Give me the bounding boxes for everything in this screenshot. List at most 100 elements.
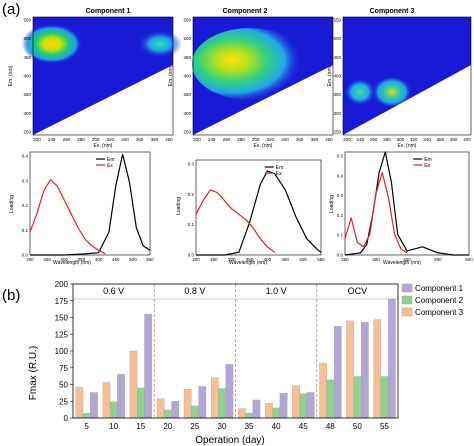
- contour-ytick-label: 300: [333, 111, 341, 116]
- spectra-ytick-label: 0.5: [337, 154, 344, 159]
- bar-xtick-label: 5: [84, 422, 89, 431]
- em-spectrum-line: [196, 170, 322, 256]
- contour-ytick-label: 550: [23, 18, 31, 23]
- bar-component-2: [164, 409, 172, 419]
- contour-plot-2: Component 2 550 500 450 400 350 300 250 220 240…: [168, 8, 334, 149]
- spectra-legend-label: Em: [107, 157, 115, 163]
- bar-ytick-label: 150: [55, 314, 69, 323]
- em-spectrum-line: [344, 151, 469, 256]
- contour-ytick-label: 250: [333, 130, 341, 135]
- contour-mask-3: [343, 65, 471, 135]
- contour-xtick-label: 300: [252, 137, 260, 142]
- contour-ytick-label: 300: [183, 111, 191, 116]
- spectra-xlabel-3: Wavelength (nm): [383, 260, 421, 266]
- contour-peak-3a: [372, 76, 412, 108]
- contour-xtick-label: 380: [311, 137, 319, 142]
- bar-component-2: [245, 413, 253, 419]
- spectra-ytick-label: 0.1: [337, 233, 344, 238]
- spectra-ytick-label: 0.2: [337, 213, 344, 218]
- spectra-ytick-label: 0.0: [22, 253, 29, 258]
- bar-xtick-label: 35: [245, 422, 254, 431]
- contour-xtick-label: 260: [370, 137, 378, 142]
- contour-title-1: Component 1: [86, 8, 131, 15]
- ex-spectrum-line: [29, 178, 106, 255]
- spectra-ytick-label: 0.1: [188, 222, 195, 227]
- bar-xtick-label: 55: [380, 422, 389, 431]
- spectra-xtick-label: 200: [341, 257, 349, 262]
- bar-xtick-label: 25: [190, 422, 199, 431]
- bar-component-2: [82, 413, 91, 419]
- bar-component-3: [292, 385, 300, 419]
- spectra-xtick-label: 500: [299, 257, 307, 262]
- contour-xtick-label: 300: [92, 137, 100, 142]
- spectra-legend-label: Ex: [424, 163, 430, 169]
- contour-ytick-label: 550: [183, 18, 191, 23]
- spectra-ytick-label: 0.4: [337, 173, 344, 178]
- bar-component-3: [210, 377, 219, 419]
- bar-component-1: [306, 392, 315, 419]
- bar-component-3: [75, 387, 84, 419]
- bar-component-2: [218, 388, 226, 419]
- contour-ytick-label: 350: [23, 92, 31, 97]
- contour-mask-1: [33, 65, 173, 135]
- bar-component-1: [171, 401, 180, 419]
- bar-legend-label: Component 1: [415, 284, 464, 293]
- spectra-xtick-label: 250: [210, 257, 218, 262]
- bar-legend-swatch: [401, 295, 413, 305]
- ex-spectrum-line: [344, 172, 408, 254]
- spectra-frame: [29, 151, 151, 256]
- spectra-ytick-label: 0.2: [188, 192, 195, 197]
- contour-ytick-label: 500: [183, 36, 191, 41]
- contour-xlabel-2: Ex. (nm): [254, 143, 273, 149]
- bar-component-2: [353, 376, 362, 419]
- contour-plot-3: Component 3 550 500 450 400 350 300 250 220 240…: [327, 8, 472, 149]
- bar-legend-label: Component 3: [415, 308, 464, 317]
- bar-component-2: [137, 387, 145, 419]
- contour-xlabel-3: Ex. (nm): [398, 143, 417, 149]
- contour-ytick-label: 300: [23, 111, 31, 116]
- bar-ytick-label: 100: [55, 347, 69, 356]
- contour-xtick-label: 260: [63, 137, 71, 142]
- bar-component-3: [102, 382, 111, 419]
- bar-component-3: [129, 350, 138, 419]
- spectra-xtick-label: 400: [403, 257, 411, 262]
- spectra-plot-1: Wavelength (nm) Loading 0.40.30.20.10.02…: [9, 151, 154, 266]
- bar-legend-swatch: [401, 283, 413, 293]
- contour-ylabel-2: Em. (nm): [168, 65, 174, 86]
- bar-component-2: [109, 401, 118, 419]
- bar-ylabel: Fmax (R.U.): [28, 346, 39, 400]
- bar-component-2: [272, 407, 281, 419]
- contour-xlabel-1: Ex. (nm): [94, 143, 113, 149]
- spectra-xlabel-2: Wavelength (nm): [229, 260, 267, 266]
- contour-xtick-label: 240: [357, 137, 365, 142]
- contour-xticks-2: 220 240 260 280 300 320 340 360 380 400: [193, 137, 333, 142]
- contour-ytick-label: 400: [333, 74, 341, 79]
- stage-label: 1.0 V: [266, 286, 287, 296]
- bar-ytick-label: 200: [55, 280, 69, 289]
- contour-yticks-2: 550 500 450 400 350 300 250: [183, 18, 191, 135]
- contour-title-2: Component 2: [223, 8, 268, 15]
- contour-plot-1: Component 1 550 500 450 400 350 300 250 220 240…: [8, 8, 182, 149]
- contour-yticks-1: 550 500 450 400 350 300 250: [23, 18, 31, 135]
- bar-ytick-label: 125: [55, 330, 69, 339]
- panel-label-b: (b): [2, 287, 20, 304]
- bar-xtick-label: 30: [218, 422, 227, 431]
- contour-xtick-label: 240: [48, 137, 56, 142]
- spectra-xtick-label: 300: [372, 257, 380, 262]
- contour-xtick-label: 400: [165, 137, 173, 142]
- contour-xtick-label: 320: [107, 137, 115, 142]
- contour-ytick-label: 350: [183, 92, 191, 97]
- spectra-ylabel-1: Loading: [9, 195, 15, 213]
- spectra-ytick-label: 0.2: [22, 203, 29, 208]
- spectra-xtick-label: 550: [317, 257, 325, 262]
- contour-title-3: Component 3: [370, 8, 415, 15]
- spectra-ylabel-3: Loading: [329, 195, 335, 213]
- spectra-plot-3: Wavelength (nm) Loading 0.5 0.4 0.3 0.2 0.1 0…: [329, 151, 473, 266]
- contour-ytick-label: 450: [183, 55, 191, 60]
- contour-ytick-label: 350: [333, 92, 341, 97]
- spectra-xtick-label: 500: [434, 257, 442, 262]
- contour-peak-1b: [138, 30, 182, 58]
- contour-peak-3b: [344, 78, 376, 106]
- bar-component-3: [346, 320, 354, 419]
